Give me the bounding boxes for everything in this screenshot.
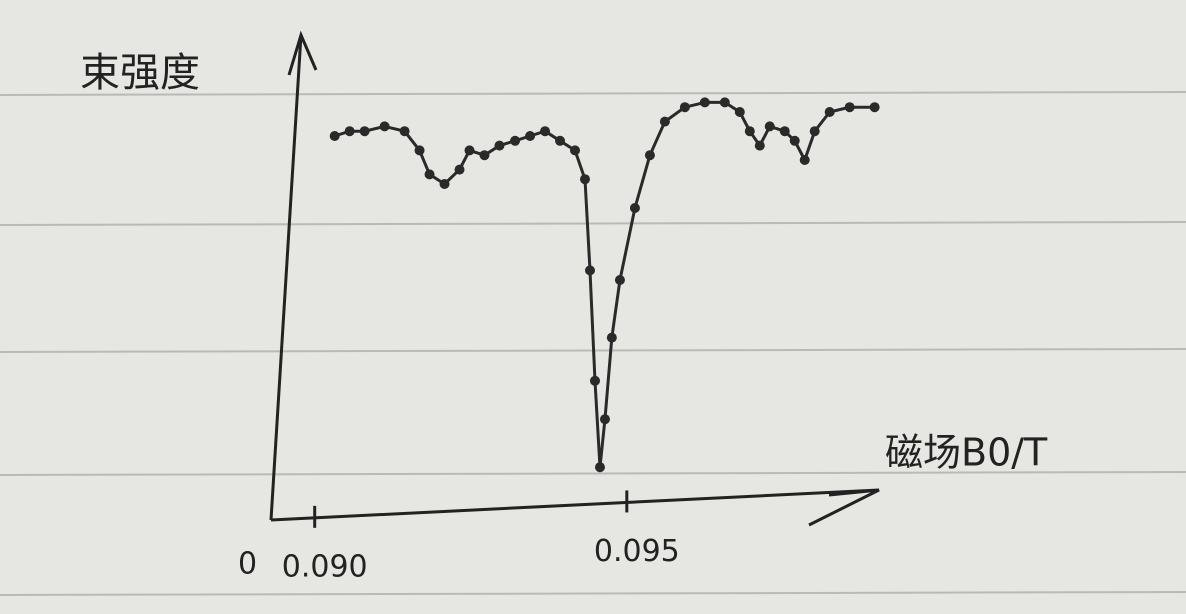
data-point xyxy=(764,121,775,132)
data-point xyxy=(525,131,536,141)
data-point xyxy=(329,131,340,141)
data-point xyxy=(399,126,410,137)
data-point xyxy=(589,375,600,386)
y-axis xyxy=(269,30,318,521)
data-point xyxy=(734,107,745,117)
data-point xyxy=(379,121,390,132)
data-point xyxy=(809,126,820,137)
data-point xyxy=(614,275,625,285)
data-point xyxy=(779,126,790,137)
data-point xyxy=(824,107,835,117)
data-point xyxy=(789,135,800,146)
data-point xyxy=(359,126,370,137)
origin-label: 0 xyxy=(238,547,257,582)
data-point xyxy=(454,164,465,175)
data-point xyxy=(414,145,425,156)
data-point xyxy=(424,169,435,180)
data-point xyxy=(344,126,355,137)
x-axis xyxy=(270,488,880,527)
data-point xyxy=(629,203,640,213)
data-point xyxy=(719,97,730,108)
data-point xyxy=(579,174,590,185)
data-point xyxy=(699,97,710,108)
x-axis-label: 磁场B0/T xyxy=(885,431,1048,475)
data-point xyxy=(510,135,521,146)
data-point xyxy=(594,462,605,473)
data-point xyxy=(679,102,690,113)
data-point xyxy=(555,135,566,146)
data-point xyxy=(744,126,755,137)
data-point xyxy=(494,140,505,151)
data-point xyxy=(644,150,655,161)
data-point xyxy=(540,126,551,137)
data-point xyxy=(606,332,617,343)
data-point xyxy=(464,145,475,156)
data-point xyxy=(869,102,880,113)
data-point xyxy=(439,179,450,189)
data-point xyxy=(479,150,490,161)
y-axis-label: 束强度 xyxy=(80,50,200,96)
data-point xyxy=(799,155,810,165)
data-point xyxy=(754,140,765,151)
data-point xyxy=(570,145,581,156)
x-tick-label: 0.090 xyxy=(282,549,368,584)
data-point xyxy=(584,265,595,276)
data-point xyxy=(599,414,610,425)
data-point xyxy=(844,102,855,113)
x-tick-label: 0.095 xyxy=(594,534,680,569)
data-line xyxy=(334,100,875,469)
data-point xyxy=(659,116,670,127)
